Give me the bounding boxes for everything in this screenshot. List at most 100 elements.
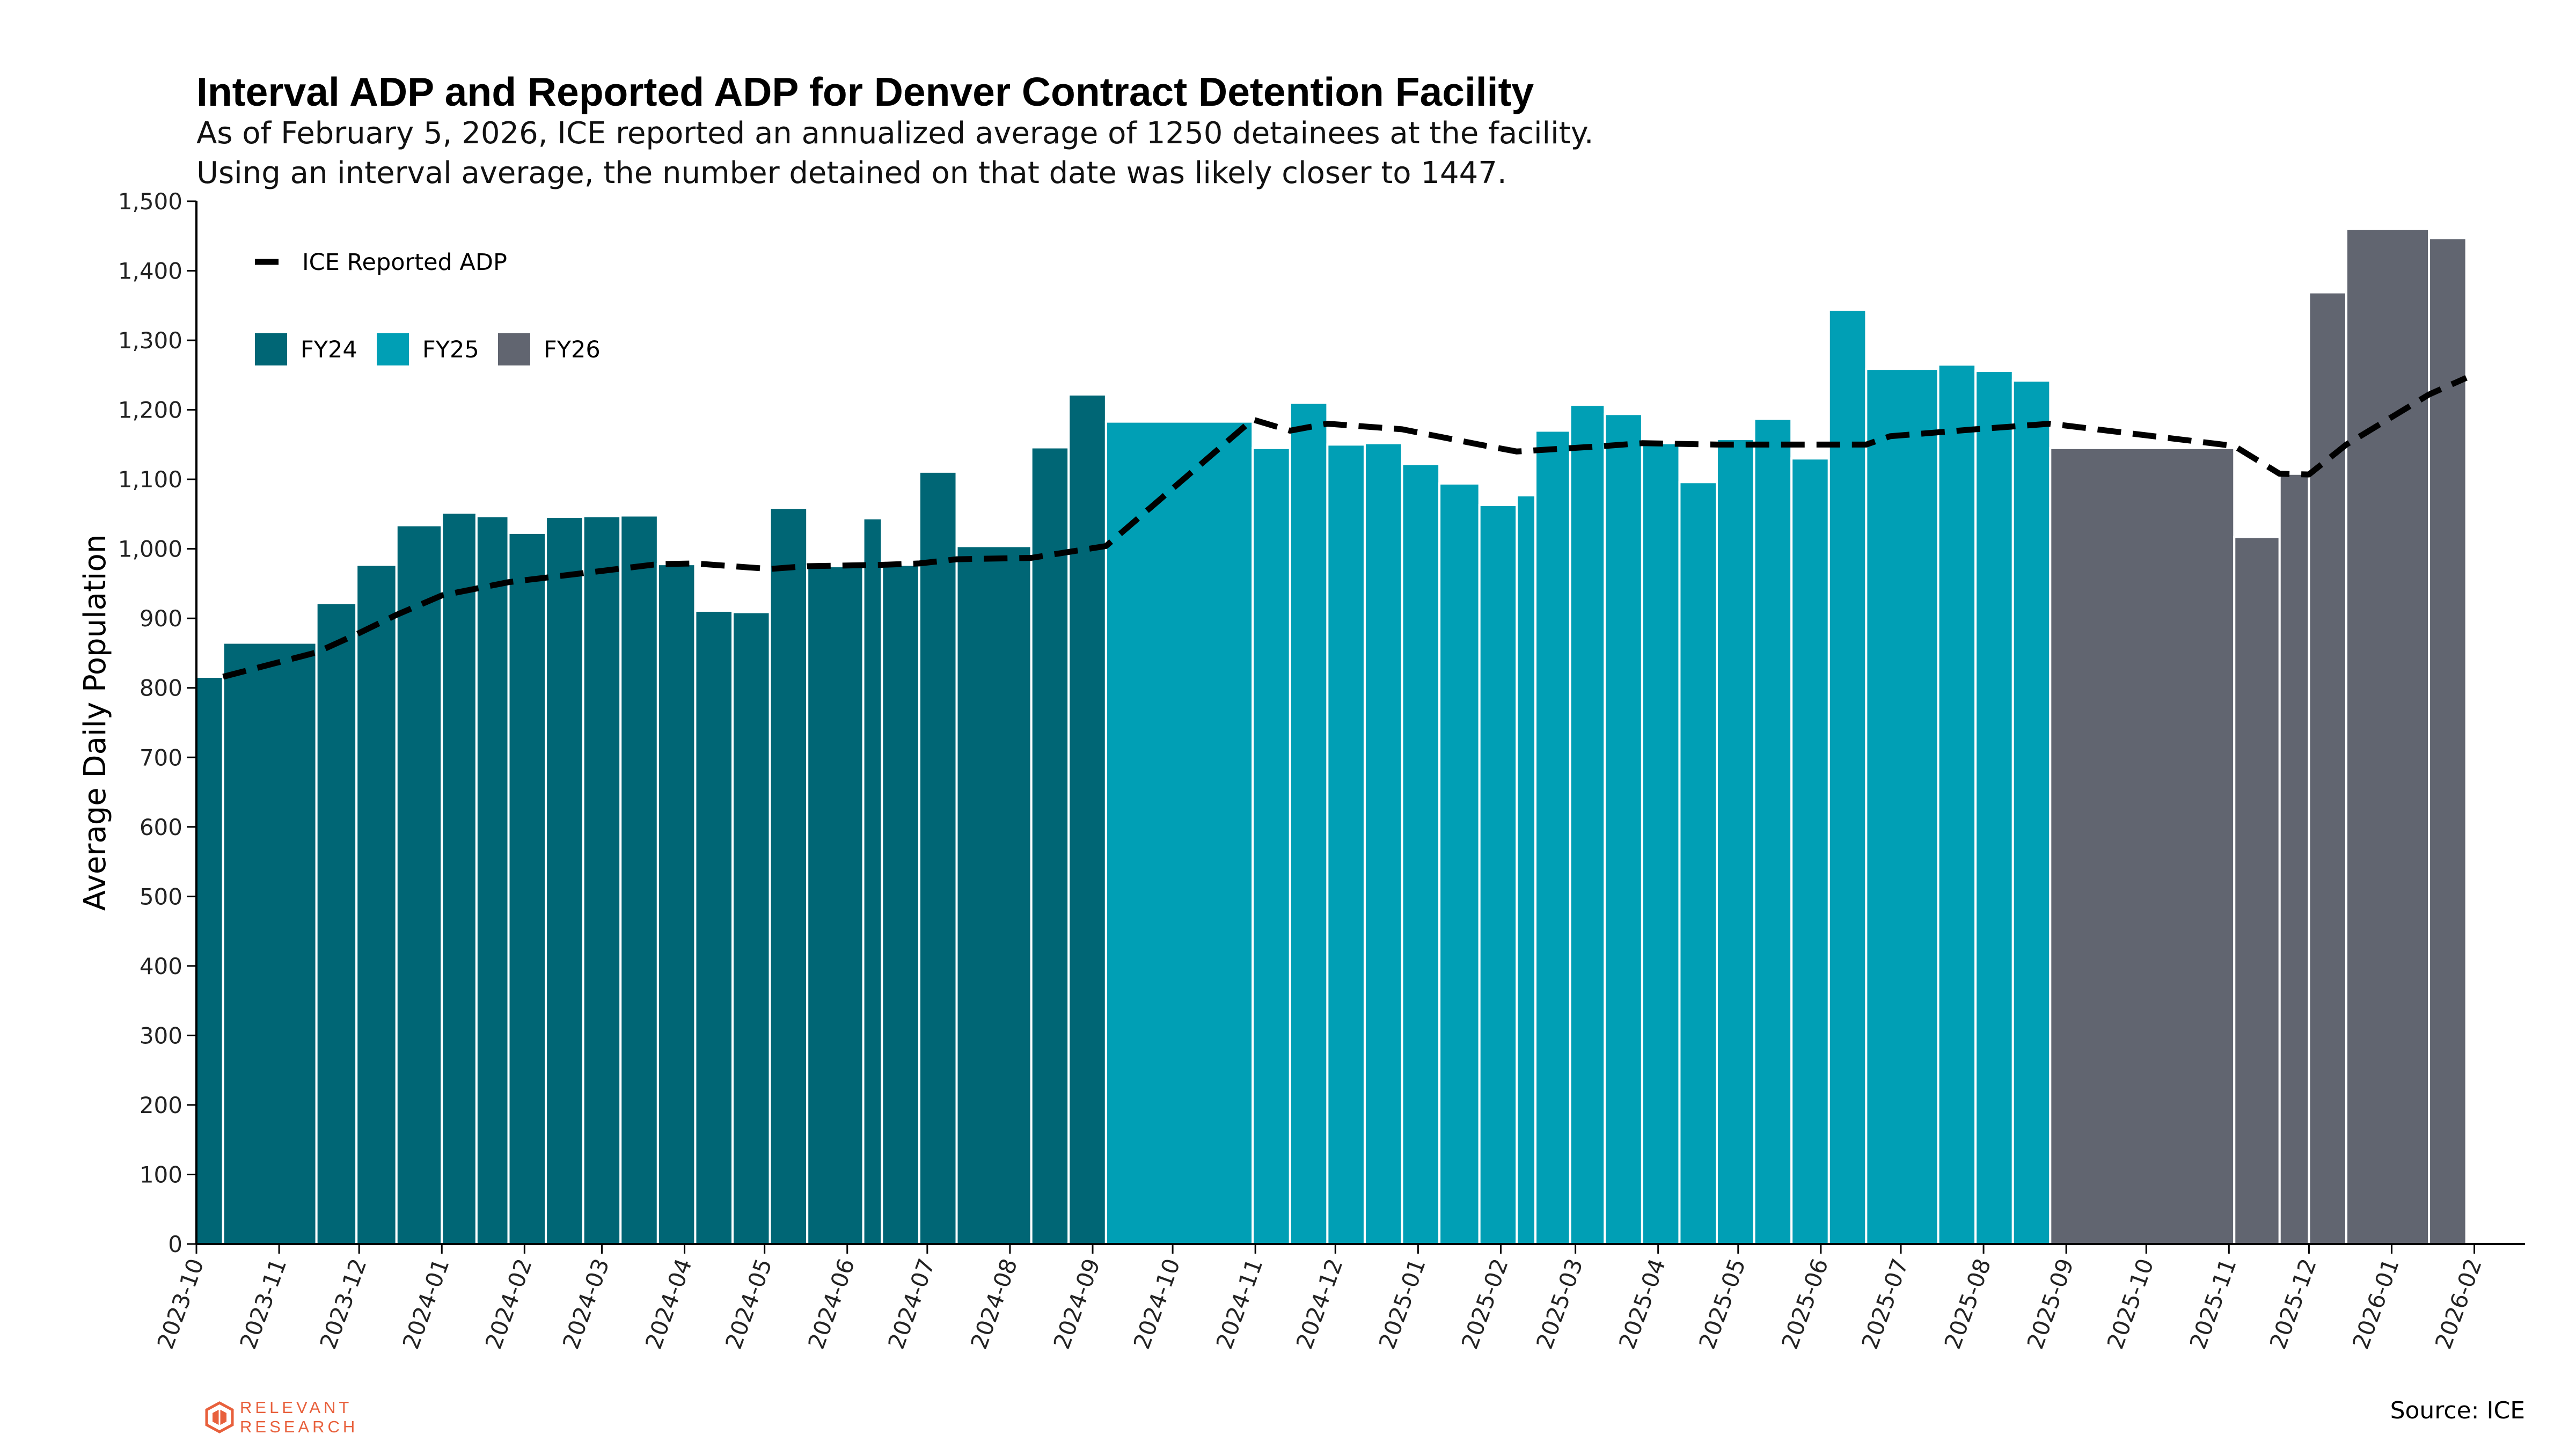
x-tick-label: 2024-11 (1211, 1255, 1268, 1353)
bar-fy24-2024-08-23 (1067, 393, 1107, 1245)
bar-fy25-2025-02-07 (1516, 494, 1537, 1245)
x-tick-label: 2025-02 (1457, 1255, 1513, 1353)
x-tick-label: 2026-02 (2430, 1255, 2487, 1353)
bar-fy24-2024-07-12 (955, 545, 1033, 1245)
x-tick-label: 2025-01 (1374, 1255, 1431, 1353)
bar-fy25-2025-07-29 (1974, 370, 2014, 1246)
bar-fy24-2024-01-26 (507, 531, 547, 1245)
x-tick-label: 2024-01 (398, 1255, 455, 1353)
bar-fy24-2024-06-14 (881, 564, 920, 1245)
bar-fy24-2024-01-01 (441, 511, 478, 1245)
bar-fy25-2025-06-04 (1827, 309, 1868, 1245)
x-tick-label: 2024-03 (558, 1255, 614, 1353)
x-tick-label: 2024-08 (965, 1255, 1022, 1353)
bar-fy24-2024-04-19 (731, 611, 771, 1245)
chart-subtitle-line-1: As of February 5, 2026, ICE reported an … (196, 116, 1594, 151)
bar-fy25-2025-07-15 (1937, 363, 1977, 1245)
y-tick-label: 900 (140, 605, 182, 632)
x-tick-label: 2023-12 (315, 1255, 372, 1353)
y-tick-label: 1,200 (118, 397, 182, 423)
x-tick-label: 2025-08 (1939, 1255, 1996, 1353)
y-tick-label: 1,300 (118, 327, 182, 354)
x-tick-label: 2025-09 (2022, 1255, 2079, 1353)
bar-fy25-2025-01-24 (1478, 504, 1518, 1245)
y-tick-label: 600 (140, 814, 182, 840)
x-tick-label: 2025-12 (2265, 1255, 2322, 1353)
legend-line-label: ICE Reported ADP (302, 249, 507, 276)
x-tick-label: 2025-06 (1776, 1255, 1833, 1353)
bar-fy26-2025-11-03 (2233, 536, 2281, 1245)
bar-fy25-2025-04-09 (1678, 481, 1718, 1245)
x-tick-label: 2025-10 (2102, 1255, 2159, 1353)
legend-label-fy26: FY26 (544, 336, 601, 363)
y-tick-label: 1,500 (118, 188, 182, 215)
bars-layer (195, 228, 2468, 1246)
bar-fy24-2024-04-05 (694, 609, 734, 1245)
legend-label-fy24: FY24 (301, 336, 357, 363)
x-tick-label: 2025-07 (1856, 1255, 1913, 1353)
x-tick-label: 2024-04 (640, 1255, 697, 1353)
legend-swatch-fy24 (255, 333, 287, 365)
source-note: Source: ICE (2390, 1397, 2525, 1424)
bar-fy26-2025-12-01 (2308, 291, 2347, 1245)
bar-fy25-2024-11-14 (1289, 401, 1329, 1246)
bar-fy25-2024-11-28 (1326, 443, 1366, 1245)
x-tick-label: 2025-05 (1694, 1255, 1751, 1353)
x-tick-label: 2024-12 (1291, 1255, 1348, 1353)
y-tick-label: 700 (140, 744, 182, 771)
bar-fy26-2025-11-20 (2278, 472, 2310, 1246)
x-tick-label: 2023-10 (152, 1255, 209, 1353)
x-tick-label: 2024-06 (803, 1255, 860, 1353)
bar-fy24-2024-06-07 (862, 517, 883, 1245)
bar-fy25-2024-12-26 (1401, 463, 1441, 1245)
x-tick-label: 2024-09 (1048, 1255, 1105, 1353)
bar-fy26-2025-08-26 (2049, 447, 2236, 1245)
bar-fy24-2024-06-28 (918, 470, 958, 1245)
legend-label-fy25: FY25 (422, 336, 479, 363)
bar-fy25-2024-09-06 (1104, 420, 1254, 1245)
bar-fy25-2025-03-26 (1641, 442, 1681, 1245)
bar-fy25-2025-04-23 (1716, 438, 1755, 1245)
chart-subtitle-line-2: Using an interval average, the number de… (196, 156, 1507, 191)
bar-fy25-2025-06-18 (1865, 368, 1940, 1246)
bar-fy24-2024-01-14 (475, 515, 510, 1245)
relevant-research-logo: RELEVANT RESEARCH (204, 1398, 358, 1437)
legend-swatch-fy25 (377, 333, 409, 365)
bar-fy26-2026-01-15 (2428, 237, 2468, 1245)
y-tick-label: 500 (140, 883, 182, 910)
x-tick-label: 2025-04 (1614, 1255, 1671, 1353)
bar-fy24-2024-02-09 (545, 516, 584, 1246)
x-tick-label: 2023-11 (235, 1255, 291, 1353)
bar-fy24-2024-05-17 (806, 565, 865, 1245)
reported-adp-line (222, 375, 2468, 680)
bar-fy24-2023-12-15 (395, 524, 443, 1245)
bar-fy25-2024-10-31 (1252, 447, 1291, 1245)
bar-fy25-2025-05-21 (1790, 457, 1830, 1245)
x-tick-label: 2024-10 (1128, 1255, 1185, 1353)
x-tick-label: 2024-02 (480, 1255, 537, 1353)
line-layer (222, 375, 2468, 680)
x-tick-label: 2025-03 (1531, 1255, 1588, 1353)
bar-fy24-2023-11-30 (355, 564, 398, 1245)
bar-fy26-2025-12-15 (2345, 228, 2431, 1245)
bar-fy24-2023-10-11 (222, 641, 318, 1245)
x-tick-label: 2024-05 (720, 1255, 777, 1353)
bar-fy24-2023-11-15 (315, 602, 358, 1245)
bar-fy24-2024-08-09 (1030, 446, 1070, 1245)
bar-fy25-2025-08-12 (2011, 379, 2052, 1245)
y-tick-label: 100 (140, 1161, 182, 1188)
bar-fy24-2024-02-23 (582, 515, 622, 1245)
bar-fy25-2025-02-27 (1569, 404, 1606, 1245)
y-tick-label: 800 (140, 675, 182, 701)
logo-text-line-2: RESEARCH (240, 1417, 358, 1436)
y-tick-label: 1,400 (118, 258, 182, 284)
bar-fy25-2024-12-12 (1363, 442, 1403, 1245)
x-tick-label: 2025-11 (2185, 1255, 2242, 1353)
bar-fy25-2025-05-07 (1753, 418, 1793, 1245)
bar-fy24-2024-03-22 (656, 563, 697, 1245)
y-tick-label: 0 (168, 1231, 182, 1257)
y-axis-title: Average Daily Population (78, 535, 113, 911)
y-tick-label: 400 (140, 953, 182, 979)
y-tick-label: 1,100 (118, 466, 182, 493)
